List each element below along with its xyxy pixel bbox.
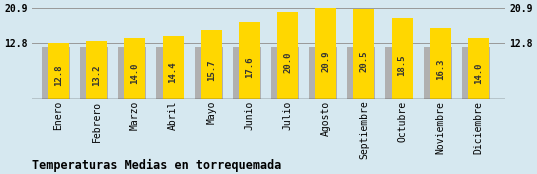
Bar <box>201 30 222 99</box>
Text: 13.2: 13.2 <box>92 64 101 86</box>
Bar <box>42 48 70 99</box>
Bar <box>86 41 107 99</box>
Text: 20.5: 20.5 <box>359 51 368 72</box>
Text: 20.9: 20.9 <box>321 50 330 72</box>
Bar <box>194 48 222 99</box>
Bar <box>233 48 260 99</box>
Bar <box>430 28 451 99</box>
Text: 20.0: 20.0 <box>283 52 292 73</box>
Bar <box>309 48 337 99</box>
Bar <box>48 43 69 99</box>
Text: 12.8: 12.8 <box>54 65 63 86</box>
Text: 17.6: 17.6 <box>245 56 254 78</box>
Bar <box>277 11 298 99</box>
Text: 16.3: 16.3 <box>436 58 445 80</box>
Bar <box>386 48 413 99</box>
Bar <box>163 36 184 99</box>
Bar <box>271 48 299 99</box>
Text: 14.0: 14.0 <box>130 63 140 84</box>
Text: 15.7: 15.7 <box>207 60 216 81</box>
Bar <box>353 9 374 99</box>
Text: 14.0: 14.0 <box>474 63 483 84</box>
Bar <box>125 38 146 99</box>
Bar <box>468 38 489 99</box>
Bar <box>462 48 490 99</box>
Bar <box>156 48 184 99</box>
Bar <box>118 48 146 99</box>
Text: 18.5: 18.5 <box>397 54 407 76</box>
Bar <box>239 22 260 99</box>
Bar <box>315 8 336 99</box>
Bar <box>347 48 375 99</box>
Bar <box>80 48 108 99</box>
Bar <box>391 18 412 99</box>
Text: Temperaturas Medias en torrequemada: Temperaturas Medias en torrequemada <box>32 159 281 172</box>
Bar <box>424 48 452 99</box>
Text: 14.4: 14.4 <box>169 62 178 84</box>
